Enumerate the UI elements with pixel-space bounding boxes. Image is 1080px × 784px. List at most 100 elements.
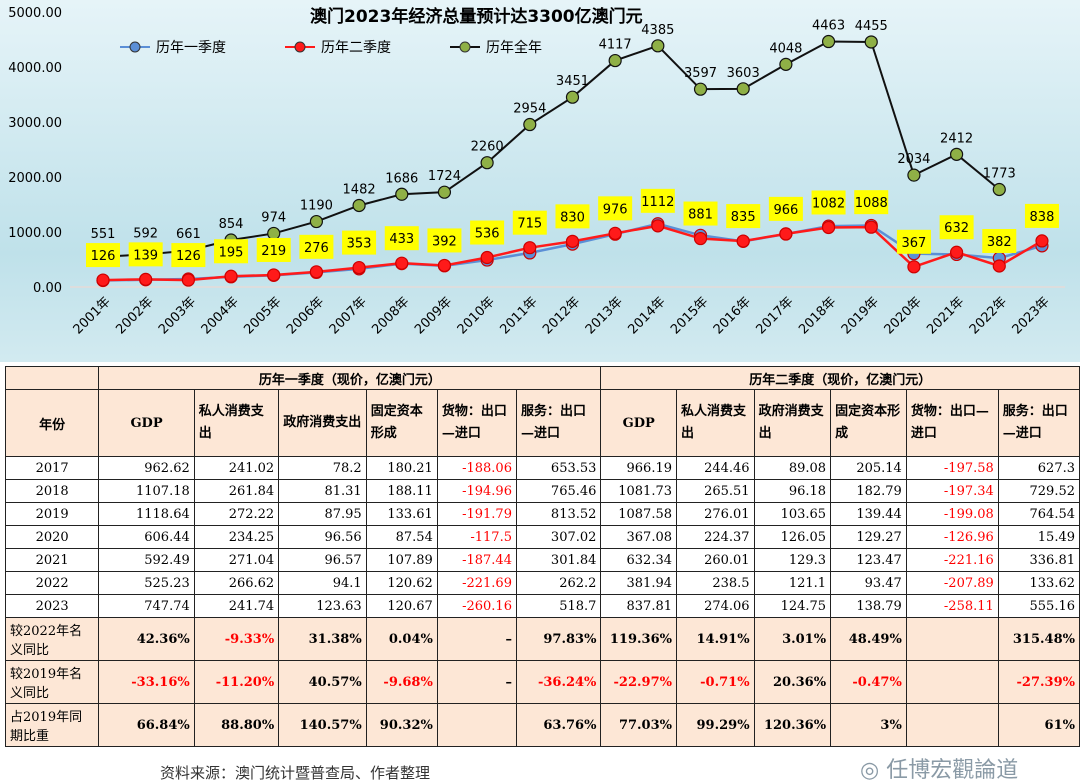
summary-cell: 90.32% [365, 703, 438, 747]
column-header: 固定资本形成 [365, 389, 438, 457]
table-row: 2017 962.62 241.02 78.2 180.21 -188.06 653.53 9… [4, 456, 1080, 480]
table-cell: 78.2 [278, 456, 367, 480]
table-cell: 2022 [4, 571, 100, 595]
q2-data-label: 830 [560, 210, 585, 225]
column-header: GDP [600, 389, 677, 457]
q2-data-label: 433 [389, 232, 414, 247]
summary-cell: 315.48% [997, 617, 1080, 661]
table-cell: 260.01 [676, 548, 755, 572]
x-tick-label: 2013年 [583, 294, 626, 337]
table-cell: -117.5 [436, 525, 517, 549]
summary-cell: -33.16% [98, 660, 195, 704]
legend-label: 历年二季度 [321, 40, 391, 56]
table-cell: -221.16 [905, 548, 999, 572]
data-point [309, 214, 323, 229]
data-point [565, 90, 580, 104]
data-point [224, 269, 238, 283]
q2-data-label: 966 [773, 203, 798, 218]
summary-cell: 119.36% [600, 617, 677, 661]
data-point [437, 258, 452, 273]
annual-data-label: 592 [133, 226, 158, 241]
table-cell: 336.81 [997, 548, 1080, 572]
q2-data-label: 715 [517, 217, 542, 232]
table-cell: 555.16 [997, 594, 1080, 618]
annual-data-label: 1724 [428, 169, 461, 184]
data-point [651, 39, 665, 53]
q2-label-box [811, 190, 846, 215]
summary-cell: 40.57% [278, 660, 367, 704]
table-cell: 747.74 [98, 594, 195, 618]
data-point [864, 220, 878, 234]
table-cell: 107.89 [365, 548, 438, 572]
summary-cell: 14.91% [676, 617, 755, 661]
data-point [267, 226, 281, 241]
data-point [96, 273, 110, 287]
summary-cell: 占2019年同期比重 [4, 703, 100, 747]
table-cell: 2023 [4, 594, 100, 618]
column-header: 服务：出口—进口 [515, 389, 602, 457]
q2-label-box [86, 243, 120, 268]
annual-data-label: 661 [176, 227, 201, 242]
gdp-line-chart: 澳门2023年经济总量预计达3300亿澳门元 0.00 1000.00 2000.00… [0, 0, 1080, 362]
q2-data-label: 835 [731, 210, 756, 225]
table-cell: -199.08 [905, 502, 999, 526]
summary-cell: 97.83% [515, 617, 602, 661]
summary-cell: 63.76% [515, 703, 602, 747]
annual-data-label: 4048 [769, 41, 802, 56]
data-point [693, 231, 708, 246]
q2-data-label: 1112 [641, 195, 674, 210]
summary-cell: 77.03% [600, 703, 677, 747]
table-cell: -258.11 [905, 594, 999, 618]
column-header: 货物：出口—进口 [905, 389, 999, 457]
data-point [779, 227, 793, 241]
gdp-components-table: 历年一季度（现价，亿澳门元） 历年二季度（现价，亿澳门元） 年份 GDP 私人消费支出政… [4, 366, 1080, 747]
table-cell: 262.2 [515, 571, 602, 595]
table-cell: 962.62 [98, 456, 195, 480]
summary-cell: -22.97% [600, 660, 677, 704]
data-point [779, 57, 793, 71]
data-point [907, 168, 921, 182]
table-cell: 271.04 [193, 548, 280, 572]
column-header: 固定资本形成 [830, 389, 907, 457]
x-tick-label: 2011年 [497, 294, 540, 337]
annual-data-label: 1190 [300, 199, 333, 214]
table-cell: 2018 [4, 479, 100, 503]
x-tick-label: 2022年 [967, 294, 1010, 337]
x-tick-label: 2017年 [754, 294, 797, 337]
table-cell: 518.7 [515, 594, 602, 618]
data-point [480, 250, 494, 265]
table-cell: 126.05 [753, 525, 832, 549]
column-header: 服务：出口—进口 [997, 389, 1080, 457]
table-cell: -260.16 [436, 594, 517, 618]
data-point [565, 234, 580, 248]
summary-cell [905, 660, 999, 704]
table-cell: 525.23 [98, 571, 195, 595]
legend-label: 历年全年 [486, 39, 542, 56]
table-cell: 205.14 [830, 456, 907, 480]
annual-data-label: 3603 [727, 66, 760, 81]
table-cell: 96.56 [278, 525, 367, 549]
header-blank [4, 366, 100, 390]
q2-label-box [555, 204, 590, 229]
q2-label-box [470, 220, 505, 245]
data-point [864, 35, 878, 49]
data-point [693, 82, 708, 96]
q2-data-label: 1088 [855, 196, 888, 211]
summary-cell: 140.57% [278, 703, 367, 747]
q2-data-label: 219 [261, 244, 286, 259]
table-cell: 123.47 [830, 548, 907, 572]
y-tick-label: 0.00 [33, 281, 62, 296]
data-point [523, 117, 537, 132]
table-cell: 138.79 [830, 594, 907, 618]
table-cell: 120.62 [365, 571, 438, 595]
table-cell: -191.79 [436, 502, 517, 526]
q2-label-box [512, 210, 547, 235]
x-tick-label: 2010年 [455, 294, 498, 337]
q2-data-label: 632 [944, 221, 969, 236]
data-point [181, 273, 195, 287]
table-cell: 764.54 [997, 502, 1080, 526]
table-cell: 188.11 [365, 479, 438, 503]
q1-header: 历年一季度（现价，亿澳门元） [98, 366, 602, 390]
data-point [949, 147, 964, 161]
q2-label-box [214, 239, 249, 264]
